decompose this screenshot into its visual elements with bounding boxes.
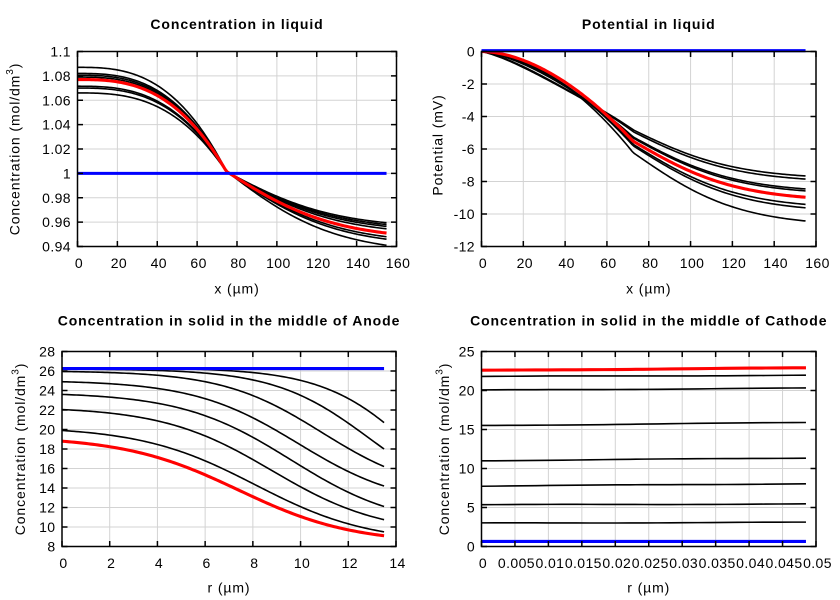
svg-text:0.94: 0.94 <box>42 239 71 255</box>
svg-text:140: 140 <box>346 255 371 271</box>
svg-text:16: 16 <box>39 461 55 477</box>
svg-text:0.005: 0.005 <box>498 555 535 571</box>
svg-text:0.025: 0.025 <box>632 555 669 571</box>
svg-text:1.1: 1.1 <box>50 44 71 60</box>
svg-text:0.02: 0.02 <box>602 555 631 571</box>
svg-text:2: 2 <box>107 555 115 571</box>
svg-text:1.06: 1.06 <box>42 92 71 108</box>
svg-text:100: 100 <box>680 255 705 271</box>
svg-text:0.045: 0.045 <box>766 555 803 571</box>
svg-text:10: 10 <box>459 461 475 477</box>
svg-text:80: 80 <box>230 255 246 271</box>
svg-text:10: 10 <box>39 519 55 535</box>
svg-text:60: 60 <box>190 255 206 271</box>
svg-text:5: 5 <box>467 500 475 516</box>
svg-text:1.08: 1.08 <box>42 68 71 84</box>
svg-text:0.015: 0.015 <box>565 555 602 571</box>
svg-text:100: 100 <box>266 255 291 271</box>
svg-text:Potential (mV): Potential (mV) <box>430 94 446 195</box>
svg-text:Concentration in solid in the: Concentration in solid in the middle of … <box>470 313 827 329</box>
svg-text:Concentration (mol/dm3): Concentration (mol/dm3) <box>10 363 28 536</box>
svg-text:10: 10 <box>294 555 310 571</box>
svg-text:4: 4 <box>155 555 163 571</box>
svg-text:0: 0 <box>467 539 475 555</box>
svg-text:r (µm): r (µm) <box>207 580 250 596</box>
svg-text:Potential in liquid: Potential in liquid <box>582 16 716 32</box>
svg-text:0.04: 0.04 <box>736 555 765 571</box>
svg-text:12: 12 <box>342 555 358 571</box>
svg-text:-12: -12 <box>454 239 475 255</box>
svg-text:12: 12 <box>39 500 55 516</box>
svg-text:0: 0 <box>59 555 67 571</box>
svg-text:14: 14 <box>389 555 405 571</box>
svg-text:28: 28 <box>39 344 55 360</box>
svg-text:14: 14 <box>39 480 55 496</box>
svg-text:24: 24 <box>39 383 55 399</box>
svg-text:Concentration (mol/dm3): Concentration (mol/dm3) <box>434 363 452 536</box>
svg-text:25: 25 <box>459 344 475 360</box>
svg-text:Concentration (mol/dm3): Concentration (mol/dm3) <box>5 63 23 236</box>
svg-text:0.96: 0.96 <box>42 214 71 230</box>
svg-text:20: 20 <box>111 255 127 271</box>
svg-text:18: 18 <box>39 441 55 457</box>
svg-text:0.035: 0.035 <box>699 555 736 571</box>
svg-text:-6: -6 <box>462 141 475 157</box>
svg-text:x (µm): x (µm) <box>214 281 259 297</box>
svg-text:-8: -8 <box>462 174 475 190</box>
svg-text:Concentration in solid in the: Concentration in solid in the middle of … <box>58 313 401 329</box>
svg-text:Concentration in liquid: Concentration in liquid <box>150 16 323 32</box>
svg-text:8: 8 <box>250 555 258 571</box>
svg-text:15: 15 <box>459 422 475 438</box>
svg-text:26: 26 <box>39 363 55 379</box>
svg-text:20: 20 <box>517 255 533 271</box>
svg-text:0.03: 0.03 <box>669 555 698 571</box>
svg-text:0.05: 0.05 <box>803 555 832 571</box>
svg-text:60: 60 <box>600 255 616 271</box>
svg-text:0: 0 <box>467 44 475 60</box>
svg-text:0.98: 0.98 <box>42 190 71 206</box>
svg-text:1.02: 1.02 <box>42 141 71 157</box>
svg-text:0: 0 <box>75 255 83 271</box>
svg-text:x (µm): x (µm) <box>626 281 671 297</box>
svg-text:r (µm): r (µm) <box>627 580 670 596</box>
svg-text:20: 20 <box>39 422 55 438</box>
svg-text:22: 22 <box>39 402 55 418</box>
svg-text:0: 0 <box>479 555 487 571</box>
svg-text:120: 120 <box>722 255 747 271</box>
svg-text:0.01: 0.01 <box>535 555 564 571</box>
svg-text:-4: -4 <box>462 109 475 125</box>
svg-text:40: 40 <box>151 255 167 271</box>
svg-text:-10: -10 <box>454 206 475 222</box>
svg-text:1.04: 1.04 <box>42 117 71 133</box>
svg-text:0: 0 <box>479 255 487 271</box>
svg-text:20: 20 <box>459 383 475 399</box>
svg-text:-2: -2 <box>462 76 475 92</box>
svg-text:160: 160 <box>805 255 830 271</box>
svg-text:6: 6 <box>203 555 211 571</box>
svg-text:40: 40 <box>558 255 574 271</box>
svg-text:80: 80 <box>642 255 658 271</box>
svg-text:160: 160 <box>386 255 411 271</box>
svg-text:8: 8 <box>47 539 55 555</box>
svg-text:1: 1 <box>63 165 71 181</box>
svg-text:120: 120 <box>306 255 331 271</box>
svg-text:140: 140 <box>763 255 788 271</box>
